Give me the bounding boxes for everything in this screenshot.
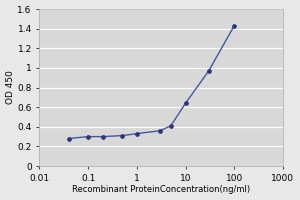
Y-axis label: OD 450: OD 450 <box>6 71 15 104</box>
X-axis label: Recombinant ProteinConcentration(ng/ml): Recombinant ProteinConcentration(ng/ml) <box>72 185 250 194</box>
